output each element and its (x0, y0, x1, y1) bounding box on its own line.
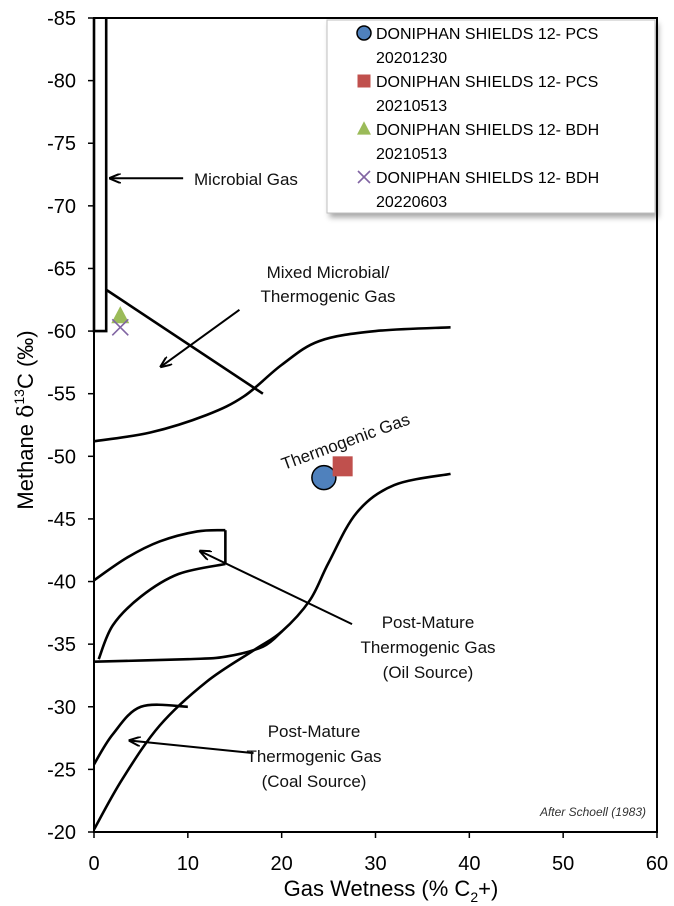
y-axis-ticks: -85 -80 -75 -70 -65 -60 -55 -50 -45 -40 -35 -30 -25 -… (47, 8, 94, 844)
legend-entry-2-line-1: DONIPHAN SHIELDS 12- PCS (376, 74, 598, 91)
legend-entry-2-line-2: 20210513 (376, 98, 447, 115)
y-tick-label: -55 (47, 384, 76, 406)
legend-entry-1-line-2: 20201230 (376, 50, 447, 67)
y-tick-label: -65 (47, 258, 76, 280)
y-tick-label: -50 (47, 446, 76, 468)
x-tick-label: 0 (88, 853, 99, 875)
legend-entry-4-line-2: 20220603 (376, 194, 447, 211)
microbial-gas-label: Microbial Gas (194, 170, 298, 189)
legend-marker-2 (357, 74, 371, 88)
oil-source-label-3: (Oil Source) (383, 663, 474, 682)
data-point-series-4 (111, 318, 129, 336)
mixed-gas-label-1: Mixed Microbial/ (267, 263, 390, 282)
oil-source-upper-curve (93, 528, 226, 582)
y-tick-label: -60 (47, 321, 76, 343)
y-axis-title: Methane δ13C (‰) (11, 330, 39, 509)
boundary-curves (92, 18, 451, 831)
x-tick-label: 20 (271, 853, 293, 875)
oil-source-label-2: Thermogenic Gas (360, 638, 495, 657)
data-point-series-2 (332, 456, 353, 477)
x-axis-ticks: 0 10 20 30 40 50 60 (88, 832, 668, 875)
coal-source-arrow (131, 741, 254, 755)
thermogenic-upper-boundary (93, 326, 451, 443)
x-tick-label: 50 (552, 853, 574, 875)
oil-source-label-1: Post-Mature (382, 613, 475, 632)
y-tick-label: -20 (47, 822, 76, 844)
data-point-series-3 (111, 306, 130, 324)
legend-box (326, 19, 656, 214)
y-tick-label: -45 (47, 509, 76, 531)
y-tick-label: -70 (47, 196, 76, 218)
mixed-arrow (162, 308, 241, 366)
microbial-field-outline (92, 18, 108, 333)
coal-source-outline (92, 703, 188, 766)
y-tick-label: -30 (47, 697, 76, 719)
coal-source-label-3: (Coal Source) (262, 772, 367, 791)
x-axis-title: Gas Wetness (% C2+) (284, 876, 499, 905)
data-point-series-1 (311, 464, 337, 491)
coal-source-label-1: Post-Mature (268, 722, 361, 741)
y-tick-label: -75 (47, 133, 76, 155)
x-tick-label: 30 (364, 853, 386, 875)
x-stroke (111, 318, 129, 336)
arrows (111, 178, 353, 755)
mixed-field-line (105, 288, 264, 395)
oil-source-bottom-curve (93, 630, 283, 663)
legend-entry-3-line-2: 20210513 (376, 146, 447, 163)
x-stroke (357, 170, 371, 184)
y-tick-label: -40 (47, 572, 76, 594)
y-tick-label: -25 (47, 759, 76, 781)
oil-source-inner-curve (97, 562, 226, 660)
y-tick-label: -80 (47, 71, 76, 93)
x-tick-label: 60 (646, 853, 668, 875)
legend-entry-1-line-1: DONIPHAN SHIELDS 12- PCS (376, 26, 598, 43)
legend-marker-3 (357, 121, 371, 135)
legend-entry-3-line-1: DONIPHAN SHIELDS 12- BDH (376, 122, 599, 139)
x-tick-label: 40 (458, 853, 480, 875)
data-points (111, 306, 353, 491)
y-tick-label: -85 (47, 8, 76, 30)
coal-source-label-2: Thermogenic Gas (246, 747, 381, 766)
y-tick-label: -35 (47, 634, 76, 656)
legend: DONIPHAN SHIELDS 12- PCS 20201230 DONIPH… (326, 19, 656, 214)
legend-entry-4-line-1: DONIPHAN SHIELDS 12- BDH (376, 170, 599, 187)
legend-marker-4 (357, 170, 371, 184)
mixed-gas-label-2: Thermogenic Gas (260, 287, 395, 306)
legend-markers (356, 25, 372, 184)
x-tick-label: 10 (177, 853, 199, 875)
legend-marker-1 (356, 25, 372, 41)
oil-source-arrow (201, 551, 353, 626)
credit-label: After Schoell (1983) (539, 805, 646, 819)
